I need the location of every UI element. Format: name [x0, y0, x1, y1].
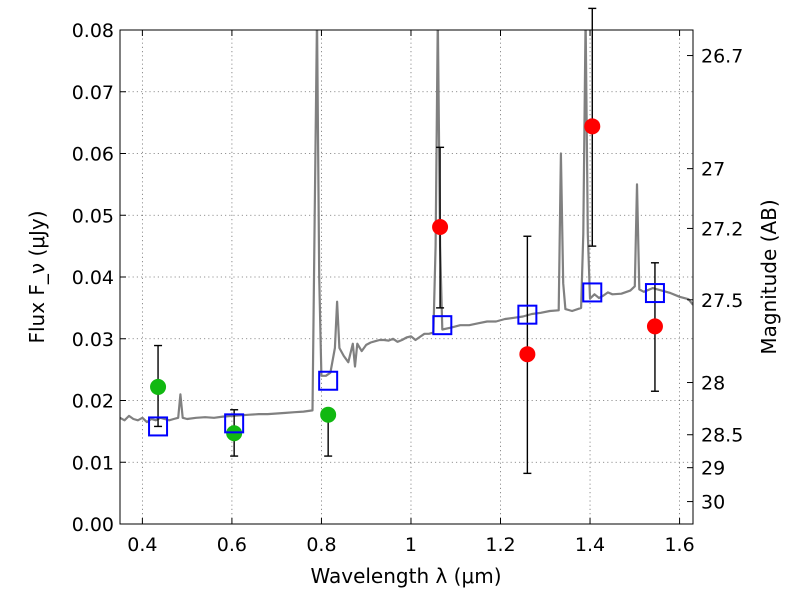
y-tick-label: 0.02 — [72, 391, 114, 413]
y-axis-label: Flux F_ν (μJy) — [25, 210, 49, 343]
x-tick-label: 0.4 — [127, 534, 157, 556]
y2-axis-label: Magnitude (AB) — [757, 199, 781, 354]
y2-tick-label: 29 — [701, 458, 725, 480]
red-data-point — [646, 318, 663, 335]
x-tick-label: 0.8 — [306, 534, 336, 556]
data-layer — [120, 30, 693, 424]
red-data-point — [584, 118, 601, 135]
y-tick-label: 0.01 — [72, 452, 114, 474]
y-tick-label: 0.00 — [72, 514, 114, 536]
model-square-point — [644, 283, 665, 304]
y2-tick-label: 27.5 — [701, 290, 743, 312]
y-tick-label: 0.08 — [72, 20, 114, 42]
y2-tick-label: 28 — [701, 373, 725, 395]
green-data-point — [320, 406, 337, 423]
grid — [120, 29, 693, 525]
y-tick-label: 0.04 — [72, 267, 114, 289]
x-axis-label: Wavelength λ (μm) — [310, 564, 501, 588]
x-tick-label: 1.4 — [575, 534, 605, 556]
model-square-point — [318, 370, 339, 391]
y-tick-label: 0.06 — [72, 144, 114, 166]
x-tick-label: 1.2 — [485, 534, 515, 556]
y2-tick-label: 27.2 — [701, 218, 743, 240]
spectrum-line — [120, 30, 693, 424]
y-tick-label: 0.03 — [72, 329, 114, 351]
marker-layer — [148, 7, 665, 475]
y2-tick-label: 30 — [701, 492, 725, 514]
x-tick-label: 1.6 — [664, 534, 694, 556]
model-square-point — [517, 304, 538, 325]
model-square-point — [148, 416, 169, 437]
model-square-point — [432, 315, 453, 336]
red-data-point — [432, 218, 449, 235]
y2-tick-label: 26.7 — [701, 46, 743, 68]
x-tick-label: 1 — [405, 534, 417, 556]
y2-tick-label: 28.5 — [701, 425, 743, 447]
ticks: 0.4 0.6 0.8 1 1.2 1.4 1.6 0.00 0.01 0.02 0.03 0.04 0… — [72, 20, 744, 556]
y-tick-label: 0.05 — [72, 205, 114, 227]
y-tick-label: 0.07 — [72, 82, 114, 104]
model-square-point — [582, 282, 603, 303]
x-tick-label: 0.6 — [217, 534, 247, 556]
y2-tick-label: 27 — [701, 159, 725, 181]
red-data-point — [519, 346, 536, 363]
model-square-point — [224, 413, 245, 434]
green-data-point — [150, 378, 167, 395]
